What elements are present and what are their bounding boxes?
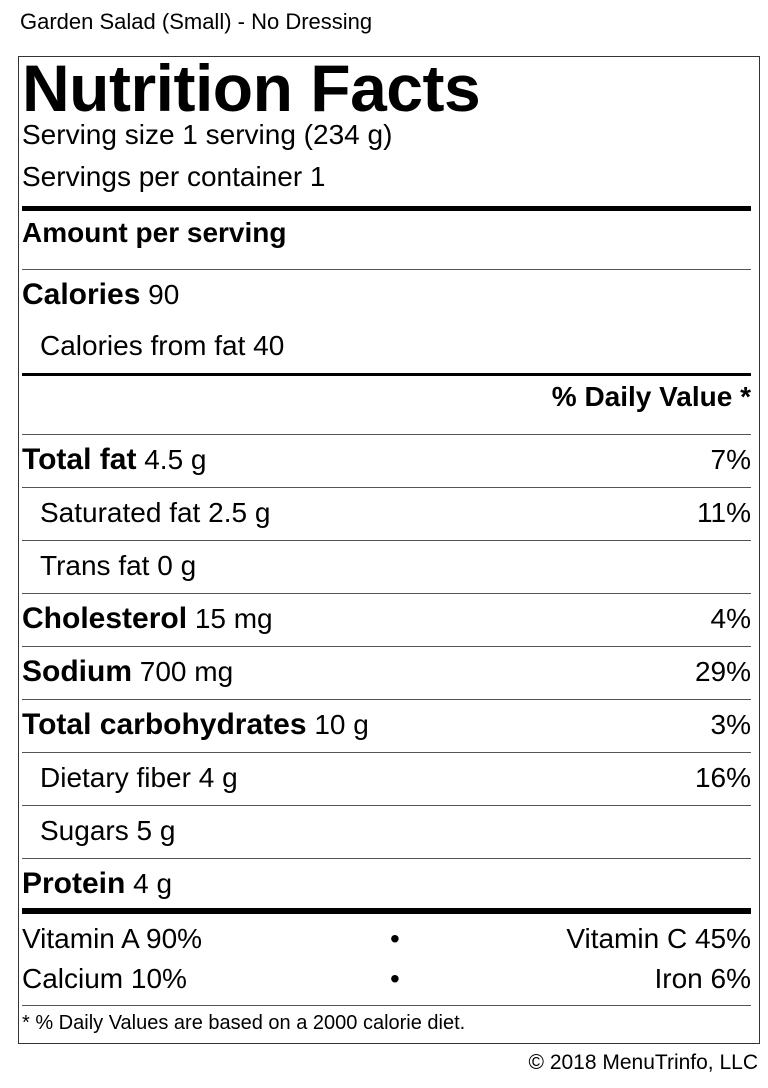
nutrient-name: Total fat	[22, 443, 137, 476]
nutrient-row-total-carbohydrates: Total carbohydrates 10 g 3%	[22, 699, 751, 751]
nutrient-row-saturated-fat: Saturated fat 2.5 g 11%	[22, 487, 751, 539]
nutrient-row-protein: Protein 4 g	[22, 858, 751, 910]
nutrient-text: Sodium 700 mg	[22, 646, 233, 698]
bullet: •	[390, 963, 400, 994]
divider	[22, 487, 751, 488]
calories-value: 90	[148, 279, 180, 310]
nutrient-name: Cholesterol	[22, 602, 188, 635]
nutrient-text: Cholesterol 15 mg	[22, 593, 273, 645]
nutrient-row-trans-fat: Trans fat 0 g	[22, 540, 751, 592]
nutrient-name: Sugars	[40, 815, 129, 846]
nutrition-label: Nutrition Facts Serving size 1 serving (…	[18, 51, 760, 1044]
serving-size: Serving size 1 serving (234 g)	[22, 119, 393, 150]
nutrient-row-sugars: Sugars 5 g	[22, 805, 751, 857]
bullet: •	[390, 923, 400, 954]
nutrient-amount: 700 mg	[139, 656, 234, 687]
divider	[22, 646, 751, 647]
divider	[22, 593, 751, 594]
nutrient-dv: 11%	[697, 497, 751, 528]
vitamin-a: Vitamin A 90%	[22, 923, 203, 954]
nutrition-facts-heading: Nutrition Facts	[22, 51, 481, 125]
nutrient-name: Dietary fiber	[40, 762, 191, 793]
vitamin-row: Vitamin A 90% • Vitamin C 45%	[22, 919, 751, 959]
nutrient-name: Total carbohydrates	[22, 708, 307, 741]
daily-value-header: % Daily Value *	[551, 381, 751, 412]
nutrient-text: Protein 4 g	[22, 858, 172, 910]
calories-from-fat-row: Calories from fat 40	[22, 320, 751, 372]
amount-per-serving-row: Amount per serving	[22, 207, 751, 259]
calcium: Calcium 10%	[22, 963, 187, 994]
nutrient-name: Protein	[22, 867, 126, 900]
calories-label: Calories	[22, 278, 141, 311]
dv-header-row: % Daily Value *	[22, 371, 751, 423]
nutrient-text: Sugars 5 g	[40, 805, 175, 857]
nutrient-text: Trans fat 0 g	[40, 540, 196, 592]
nutrient-amount: 10 g	[314, 709, 369, 740]
servings-per-container: Servings per container 1	[22, 161, 326, 192]
nutrient-text: Saturated fat 2.5 g	[40, 487, 270, 539]
nutrient-dv: 29%	[694, 656, 751, 687]
nutrient-name: Sodium	[22, 655, 132, 688]
nutrient-row-total-fat: Total fat 4.5 g 7%	[22, 434, 751, 486]
nutrient-amount: 0 g	[157, 550, 197, 581]
amount-per-serving: Amount per serving	[22, 217, 287, 248]
iron: Iron 6%	[654, 963, 752, 994]
divider	[22, 752, 751, 753]
divider	[22, 699, 751, 700]
thick-divider	[22, 908, 751, 914]
calories-from-fat: Calories from fat 40	[40, 330, 285, 361]
nutrient-name: Saturated fat	[40, 497, 201, 528]
nutrient-dv: 3%	[710, 709, 751, 740]
divider	[22, 434, 751, 435]
nutrient-amount: 4 g	[198, 762, 238, 793]
calories-row: Calories 90	[22, 269, 751, 321]
nutrient-dv: 7%	[710, 444, 751, 475]
item-title: Garden Salad (Small) - No Dressing	[20, 9, 373, 34]
nutrient-row-cholesterol: Cholesterol 15 mg 4%	[22, 593, 751, 645]
nutrient-name: Trans fat	[40, 550, 150, 581]
vitamin-c: Vitamin C 45%	[566, 923, 751, 954]
nutrient-amount: 2.5 g	[208, 497, 271, 528]
divider	[22, 540, 751, 541]
nutrient-dv: 4%	[710, 603, 751, 634]
copyright: © 2018 MenuTrinfo, LLC	[528, 1051, 758, 1074]
divider	[22, 858, 751, 859]
divider	[22, 1005, 751, 1006]
nutrient-amount: 4 g	[133, 868, 173, 899]
nutrient-row-sodium: Sodium 700 mg 29%	[22, 646, 751, 698]
medium-divider	[22, 373, 751, 376]
vitamin-row: Calcium 10% • Iron 6%	[22, 959, 751, 999]
nutrient-amount: 4.5 g	[144, 444, 207, 475]
nutrient-row-dietary-fiber: Dietary fiber 4 g 16%	[22, 752, 751, 804]
thick-divider	[22, 206, 751, 211]
footnote: * % Daily Values are based on a 2000 cal…	[22, 1012, 466, 1034]
nutrient-text: Dietary fiber 4 g	[40, 752, 238, 804]
divider	[22, 805, 751, 806]
nutrient-amount: 15 mg	[194, 603, 273, 634]
nutrient-amount: 5 g	[136, 815, 176, 846]
nutrient-text: Total carbohydrates 10 g	[22, 699, 369, 751]
calories: Calories 90	[22, 269, 179, 321]
divider	[22, 269, 751, 270]
nutrient-dv: 16%	[694, 762, 751, 793]
nutrient-text: Total fat 4.5 g	[22, 434, 207, 486]
